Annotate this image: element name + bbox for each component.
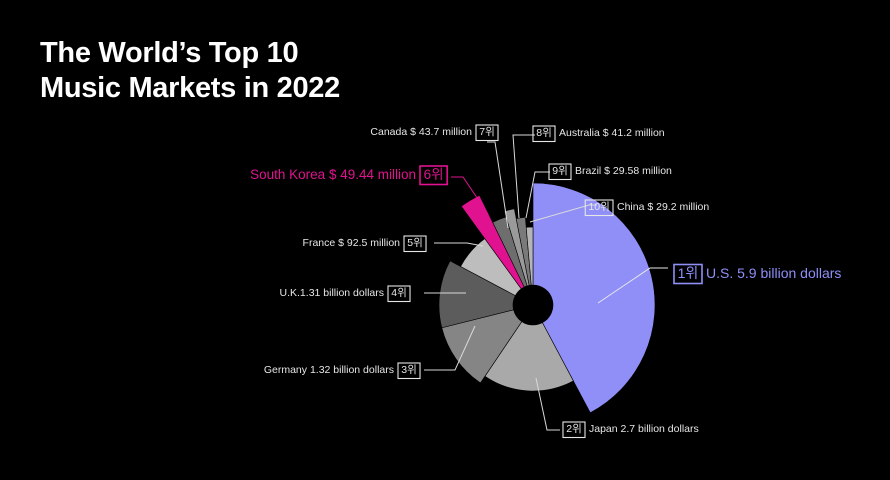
rank-badge-text-australia: 8위 bbox=[536, 126, 552, 139]
label-canada: Canada $ 43.7 million 7위 bbox=[370, 124, 499, 142]
label-china: China $ 29.2 million 10위 bbox=[584, 199, 709, 217]
chart-title: The World’s Top 10 Music Markets in 2022 bbox=[40, 36, 340, 106]
label-u-k: U.K.1.31 billion dollars 4위 bbox=[280, 285, 411, 303]
label-germany: Germany 1.32 billion dollars 3위 bbox=[264, 362, 421, 380]
rank-badge-u-s bbox=[673, 263, 703, 285]
label-text-u-k: U.K.1.31 billion dollars bbox=[280, 287, 384, 299]
chart-title-line-1: The World’s Top 10 bbox=[40, 37, 299, 69]
rank-badge-text-canada: 7위 bbox=[479, 125, 495, 138]
label-text-australia: Australia $ 41.2 million bbox=[559, 127, 665, 139]
leader-line-japan bbox=[535, 377, 560, 431]
leader-line-brazil bbox=[525, 171, 550, 219]
label-text-china: China $ 29.2 million bbox=[617, 201, 709, 213]
rank-badge-text-u-k: 4위 bbox=[391, 286, 407, 299]
leader-line-south-korea bbox=[451, 176, 489, 215]
label-text-brazil: Brazil $ 29.58 million bbox=[575, 165, 672, 177]
chart-slices bbox=[438, 182, 656, 414]
chart-title-line-2: Music Markets in 2022 bbox=[40, 72, 340, 104]
chart-labels: U.S. 5.9 billion dollars 1위 Japan 2.7 bill… bbox=[250, 124, 841, 439]
rank-badge-text-germany: 3위 bbox=[401, 363, 417, 376]
leader-line-australia bbox=[512, 134, 535, 219]
rank-badge-u-k bbox=[387, 285, 411, 303]
rank-badge-canada bbox=[475, 124, 499, 142]
label-australia: Australia $ 41.2 million 8위 bbox=[532, 125, 665, 143]
leader-line-u-s bbox=[597, 267, 668, 304]
rank-badge-text-france: 5위 bbox=[407, 236, 423, 249]
leader-line-germany bbox=[424, 325, 476, 371]
rank-badge-text-brazil: 9위 bbox=[552, 164, 568, 177]
rank-badge-japan bbox=[562, 421, 586, 439]
label-south-korea: South Korea $ 49.44 million 6위 bbox=[250, 165, 448, 186]
label-u-s: U.S. 5.9 billion dollars 1위 bbox=[673, 263, 841, 285]
rank-badge-text-japan: 2위 bbox=[566, 422, 582, 435]
rank-badge-brazil bbox=[548, 163, 572, 181]
label-japan: Japan 2.7 billion dollars 2위 bbox=[562, 421, 699, 439]
rank-badge-text-south-korea: 6위 bbox=[424, 167, 444, 182]
rank-badge-australia bbox=[532, 125, 556, 143]
leader-line-china bbox=[529, 204, 597, 223]
rank-badge-text-china: 10위 bbox=[588, 200, 609, 213]
rank-badge-text-u-s: 1위 bbox=[678, 265, 699, 281]
leader-line-france bbox=[434, 242, 484, 247]
rank-badge-south-korea bbox=[419, 165, 448, 186]
label-text-south-korea: South Korea $ 49.44 million bbox=[250, 167, 416, 182]
rank-badge-france bbox=[403, 235, 427, 253]
label-text-france: France $ 92.5 million bbox=[303, 237, 401, 249]
label-text-canada: Canada $ 43.7 million bbox=[370, 126, 472, 138]
donut-hole bbox=[513, 285, 553, 325]
label-text-u-s: U.S. 5.9 billion dollars bbox=[706, 265, 841, 281]
label-brazil: Brazil $ 29.58 million 9위 bbox=[548, 163, 672, 181]
rank-badge-germany bbox=[397, 362, 421, 380]
label-text-germany: Germany 1.32 billion dollars bbox=[264, 364, 394, 376]
label-france: France $ 92.5 million 5위 bbox=[303, 235, 427, 253]
rank-badge-china bbox=[584, 199, 614, 217]
label-text-japan: Japan 2.7 billion dollars bbox=[589, 423, 699, 435]
chart-leader-lines bbox=[424, 134, 668, 431]
leader-line-canada bbox=[487, 141, 509, 229]
